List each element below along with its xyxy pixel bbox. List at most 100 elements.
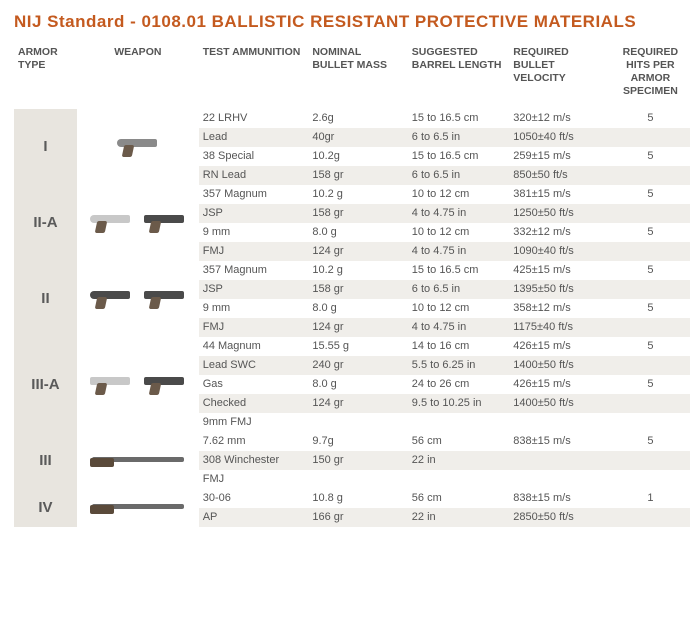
armor-type-cell: II (14, 261, 77, 337)
barrel-cell: 10 to 12 cm (408, 299, 510, 318)
barrel-cell: 4 to 4.75 in (408, 204, 510, 223)
revolver-dark-icon (86, 283, 136, 311)
hits-cell: 5 (611, 375, 690, 394)
ammo-cell: Gas (199, 375, 309, 394)
velocity-cell: 838±15 m/s (509, 489, 611, 508)
ammo-cell: FMJ (199, 318, 309, 337)
weapon-cell (77, 432, 199, 489)
col-barrel: SUGGESTED BARREL LENGTH (408, 42, 510, 109)
velocity-cell: 381±15 m/s (509, 185, 611, 204)
ammo-cell: 22 LRHV (199, 109, 309, 128)
velocity-cell: 425±15 m/s (509, 261, 611, 280)
ammo-cell: AP (199, 508, 309, 527)
ammo-cell: 308 Winchester (199, 451, 309, 470)
hits-cell: 5 (611, 109, 690, 128)
ammo-cell: Lead SWC (199, 356, 309, 375)
ammo-cell: FMJ (199, 242, 309, 261)
velocity-cell: 426±15 m/s (509, 337, 611, 356)
col-weapon: WEAPON (77, 42, 199, 109)
weapon-cell (77, 261, 199, 337)
ammo-cell: 357 Magnum (199, 185, 309, 204)
velocity-cell: 1400±50 ft/s (509, 356, 611, 375)
mass-cell: 166 gr (308, 508, 407, 527)
table-row: IV30-0610.8 g56 cm838±15 m/s1 (14, 489, 690, 508)
mass-cell: 9.7g (308, 432, 407, 451)
mass-cell: 10.2g (308, 147, 407, 166)
ammo-cell: 44 Magnum (199, 337, 309, 356)
pistol-silver-icon (86, 369, 136, 397)
ammo-cell: FMJ (199, 470, 309, 489)
ammo-cell: JSP (199, 280, 309, 299)
col-test-ammo: TEST AMMUNITION (199, 42, 309, 109)
hits-cell (611, 356, 690, 375)
barrel-cell: 14 to 16 cm (408, 337, 510, 356)
barrel-cell: 56 cm (408, 489, 510, 508)
hits-cell: 5 (611, 337, 690, 356)
barrel-cell: 56 cm (408, 432, 510, 451)
ammo-cell: 357 Magnum (199, 261, 309, 280)
barrel-cell: 6 to 6.5 in (408, 166, 510, 185)
mass-cell: 2.6g (308, 109, 407, 128)
barrel-cell: 6 to 6.5 in (408, 128, 510, 147)
barrel-cell: 22 in (408, 508, 510, 527)
hits-cell (611, 394, 690, 413)
barrel-cell: 15 to 16.5 cm (408, 109, 510, 128)
mass-cell: 158 gr (308, 166, 407, 185)
barrel-cell: 24 to 26 cm (408, 375, 510, 394)
page-title: NIJ Standard - 0108.01 BALLISTIC RESISTA… (14, 12, 690, 32)
hits-cell (611, 470, 690, 489)
table-row: I22 LRHV2.6g15 to 16.5 cm320±12 m/s5 (14, 109, 690, 128)
barrel-cell (408, 470, 510, 489)
table-row: III-A44 Magnum15.55 g14 to 16 cm426±15 m… (14, 337, 690, 356)
ammo-cell: Checked (199, 394, 309, 413)
rifle-icon (88, 448, 188, 470)
mass-cell: 8.0 g (308, 299, 407, 318)
ammo-cell: RN Lead (199, 166, 309, 185)
weapon-cell (77, 489, 199, 527)
velocity-cell: 1050±40 ft/s (509, 128, 611, 147)
velocity-cell: 426±15 m/s (509, 375, 611, 394)
barrel-cell: 4 to 4.75 in (408, 318, 510, 337)
barrel-cell: 9.5 to 10.25 in (408, 394, 510, 413)
hits-cell: 5 (611, 185, 690, 204)
mass-cell: 15.55 g (308, 337, 407, 356)
mass-cell: 10.8 g (308, 489, 407, 508)
hits-cell (611, 413, 690, 432)
barrel-cell: 5.5 to 6.25 in (408, 356, 510, 375)
revolver-silver-icon (86, 207, 136, 235)
revolver-icon (113, 131, 163, 159)
barrel-cell: 4 to 4.75 in (408, 242, 510, 261)
hits-cell (611, 128, 690, 147)
velocity-cell: 838±15 m/s (509, 432, 611, 451)
hits-cell (611, 166, 690, 185)
hits-cell: 5 (611, 261, 690, 280)
mass-cell: 124 gr (308, 318, 407, 337)
barrel-cell (408, 413, 510, 432)
velocity-cell: 332±12 m/s (509, 223, 611, 242)
ammo-cell: 9 mm (199, 223, 309, 242)
rifle-scope-icon (88, 495, 188, 517)
velocity-cell (509, 470, 611, 489)
pistol-dark-icon (140, 207, 190, 235)
velocity-cell: 1175±40 ft/s (509, 318, 611, 337)
weapon-cell (77, 185, 199, 261)
mass-cell: 8.0 g (308, 375, 407, 394)
col-velocity: REQUIRED BULLET VELOCITY (509, 42, 611, 109)
mass-cell: 124 gr (308, 242, 407, 261)
velocity-cell: 358±12 m/s (509, 299, 611, 318)
mass-cell: 158 gr (308, 204, 407, 223)
ammo-cell: 7.62 mm (199, 432, 309, 451)
velocity-cell: 1250±50 ft/s (509, 204, 611, 223)
mass-cell: 10.2 g (308, 261, 407, 280)
barrel-cell: 10 to 12 cm (408, 185, 510, 204)
ammo-cell: JSP (199, 204, 309, 223)
mass-cell: 240 gr (308, 356, 407, 375)
hits-cell (611, 204, 690, 223)
col-hits: REQUIRED HITS PER ARMOR SPECIMEN (611, 42, 690, 109)
barrel-cell: 22 in (408, 451, 510, 470)
ammo-cell: 9mm FMJ (199, 413, 309, 432)
mass-cell: 124 gr (308, 394, 407, 413)
mass-cell: 150 gr (308, 451, 407, 470)
table-row: II357 Magnum10.2 g15 to 16.5 cm425±15 m/… (14, 261, 690, 280)
hits-cell (611, 242, 690, 261)
